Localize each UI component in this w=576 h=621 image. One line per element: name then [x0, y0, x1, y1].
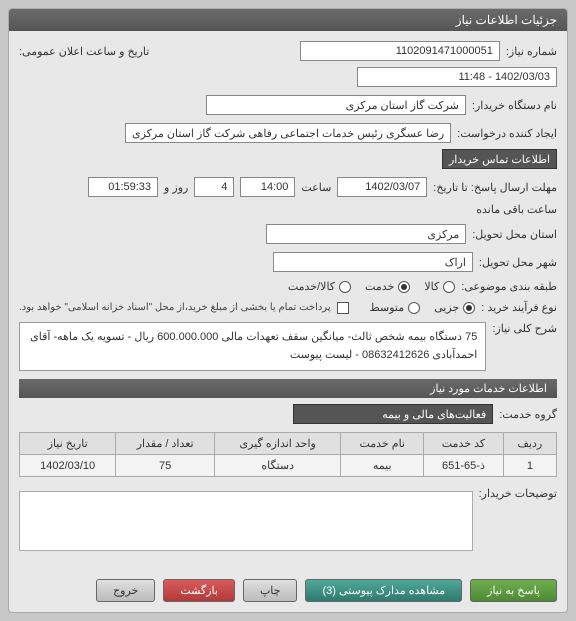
days-field: 4 — [194, 177, 234, 197]
city-field: اراک — [273, 252, 473, 272]
desc-label: شرح کلی نیاز: — [492, 322, 557, 335]
partial-pay-checkbox[interactable] — [337, 302, 349, 314]
footer-buttons: پاسخ به نیاز مشاهده مدارک پیوستی (3) چاپ… — [9, 569, 567, 612]
public-datetime-label: تاریخ و ساعت اعلان عمومی: — [19, 45, 149, 58]
time-label: ساعت — [301, 181, 331, 194]
services-table: ردیفکد خدمتنام خدمتواحد اندازه گیریتعداد… — [19, 432, 557, 477]
table-header: واحد اندازه گیری — [215, 433, 341, 455]
panel-title: جزئیات اطلاعات نیاز — [9, 9, 567, 31]
attachments-button[interactable]: مشاهده مدارک پیوستی (3) — [305, 579, 462, 602]
group-label: گروه خدمت: — [499, 408, 557, 421]
buyer-field: شرکت گاز استان مرکزی — [206, 95, 466, 115]
remaining-field: 01:59:33 — [88, 177, 158, 197]
process-label: نوع فرآیند خرید : — [481, 301, 557, 314]
radio-goods-label: کالا — [424, 280, 439, 293]
table-row: 1ذ-65-651بیمهدستگاه751402/03/10 — [20, 455, 557, 477]
subject-type-label: طبقه بندی موضوعی: — [461, 280, 557, 293]
public-datetime-field: 1402/03/03 - 11:48 — [357, 67, 557, 87]
deadline-date-field: 1402/03/07 — [337, 177, 427, 197]
province-label: استان محل تحویل: — [472, 228, 557, 241]
reply-button[interactable]: پاسخ به نیاز — [470, 579, 557, 602]
table-header: تعداد / مقدار — [116, 433, 215, 455]
remaining-label: ساعت باقی مانده — [476, 203, 557, 216]
day-label: روز و — [164, 181, 188, 194]
city-label: شهر محل تحویل: — [479, 256, 557, 269]
radio-small-label: جزیی — [434, 301, 459, 314]
comments-box — [19, 491, 473, 551]
exit-button[interactable]: خروج — [96, 579, 155, 602]
radio-goods-service-label: کالا/خدمت — [288, 280, 335, 293]
services-header: اطلاعات خدمات مورد نیاز — [19, 379, 557, 398]
table-header: تاریخ نیاز — [20, 433, 116, 455]
radio-medium-label: متوسط — [370, 301, 405, 314]
contact-button[interactable]: اطلاعات تماس خریدار — [442, 149, 557, 169]
desc-box: 75 دستگاه بیمه شخص ثالث- میانگین سقف تعه… — [19, 322, 486, 371]
radio-service-label: خدمت — [365, 280, 394, 293]
table-header: نام خدمت — [341, 433, 424, 455]
need-details-panel: جزئیات اطلاعات نیاز شماره نیاز: 11020914… — [8, 8, 568, 613]
print-button[interactable]: چاپ — [243, 579, 298, 602]
radio-small[interactable]: جزیی — [434, 301, 475, 314]
buyer-label: نام دستگاه خریدار: — [472, 99, 557, 112]
radio-goods[interactable]: کالا — [424, 280, 455, 293]
deadline-label: مهلت ارسال پاسخ: تا تاریخ: — [433, 181, 557, 194]
deadline-time-field: 14:00 — [240, 177, 295, 197]
radio-goods-service[interactable]: کالا/خدمت — [288, 280, 351, 293]
need-no-field: 1102091471000051 — [300, 41, 500, 61]
process-group: جزیی متوسط — [370, 301, 476, 314]
need-no-label: شماره نیاز: — [506, 45, 557, 58]
requester-field: رضا عسگری رئیس خدمات اجتماعی رفاهی شرکت … — [125, 123, 451, 143]
radio-service[interactable]: خدمت — [365, 280, 410, 293]
requester-label: ایجاد کننده درخواست: — [457, 127, 557, 140]
table-header: ردیف — [503, 433, 556, 455]
panel-body: شماره نیاز: 1102091471000051 تاریخ و ساع… — [9, 31, 567, 569]
comments-label: توضیحات خریدار: — [479, 487, 557, 500]
back-button[interactable]: بازگشت — [163, 579, 235, 602]
subject-type-group: کالا خدمت کالا/خدمت — [288, 280, 455, 293]
table-header: کد خدمت — [424, 433, 504, 455]
group-field: فعالیت‌های مالی و بیمه — [293, 404, 493, 424]
radio-medium[interactable]: متوسط — [370, 301, 421, 314]
partial-pay-label: پرداخت تمام یا بخشی از مبلغ خرید،از محل … — [19, 302, 331, 313]
province-field: مرکزی — [266, 224, 466, 244]
